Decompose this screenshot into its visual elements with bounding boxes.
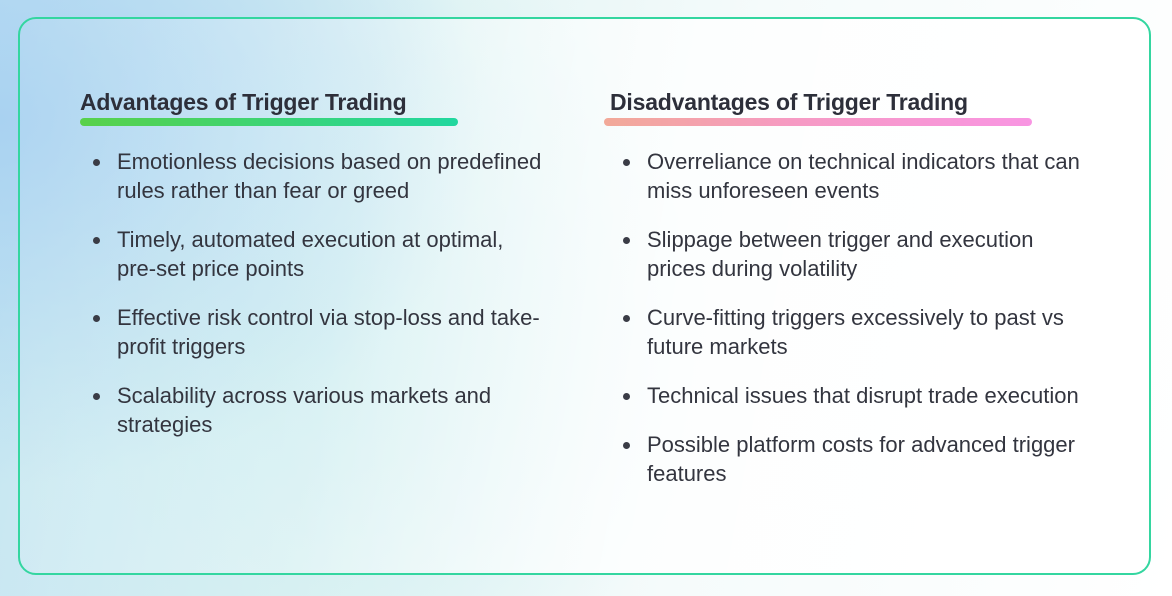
- bullet-dot-icon: [93, 237, 100, 244]
- bullet-dot-icon: [623, 315, 630, 322]
- disadvantages-list-item: Slippage between trigger and execution p…: [610, 225, 1077, 283]
- advantages-title: Advantages of Trigger Trading: [80, 89, 407, 115]
- bullet-dot-icon: [93, 315, 100, 322]
- advantages-list-item: Timely, automated execution at optimal, …: [80, 225, 537, 283]
- disadvantages-list-item: Overreliance on technical indicators tha…: [610, 147, 1127, 205]
- bullet-dot-icon: [623, 237, 630, 244]
- disadvantage-text: Overreliance on technical indicators tha…: [647, 149, 1080, 203]
- disadvantage-text: Slippage between trigger and execution p…: [647, 227, 1034, 281]
- advantages-list-item: Effective risk control via stop-loss and…: [80, 303, 547, 361]
- bullet-dot-icon: [623, 393, 630, 400]
- disadvantage-text: Possible platform costs for advanced tri…: [647, 432, 1075, 486]
- disadvantage-text: Technical issues that disrupt trade exec…: [647, 383, 1079, 408]
- advantages-list-item: Emotionless decisions based on predefine…: [80, 147, 547, 205]
- advantage-text: Scalability across various markets and s…: [117, 383, 492, 437]
- advantage-text: Timely, automated execution at optimal, …: [117, 227, 504, 281]
- advantage-text: Effective risk control via stop-loss and…: [117, 305, 540, 359]
- comparison-card: Advantages of Trigger Trading Emotionles…: [18, 17, 1151, 575]
- disadvantages-heading-block: Disadvantages of Trigger Trading: [604, 89, 1032, 126]
- advantages-heading-block: Advantages of Trigger Trading: [80, 89, 458, 126]
- disadvantages-list-item: Curve-fitting triggers excessively to pa…: [610, 303, 1087, 361]
- disadvantages-list: Overreliance on technical indicators tha…: [610, 147, 1137, 508]
- disadvantages-list-item: Technical issues that disrupt trade exec…: [610, 381, 1107, 410]
- bullet-dot-icon: [93, 393, 100, 400]
- advantages-list: Emotionless decisions based on predefine…: [80, 147, 557, 459]
- disadvantages-underline: [604, 118, 1032, 126]
- disadvantage-text: Curve-fitting triggers excessively to pa…: [647, 305, 1064, 359]
- bullet-dot-icon: [623, 159, 630, 166]
- bullet-dot-icon: [623, 442, 630, 449]
- bullet-dot-icon: [93, 159, 100, 166]
- disadvantages-title: Disadvantages of Trigger Trading: [610, 89, 968, 115]
- advantages-underline: [80, 118, 458, 126]
- disadvantages-list-item: Possible platform costs for advanced tri…: [610, 430, 1137, 488]
- advantages-list-item: Scalability across various markets and s…: [80, 381, 557, 439]
- advantage-text: Emotionless decisions based on predefine…: [117, 149, 542, 203]
